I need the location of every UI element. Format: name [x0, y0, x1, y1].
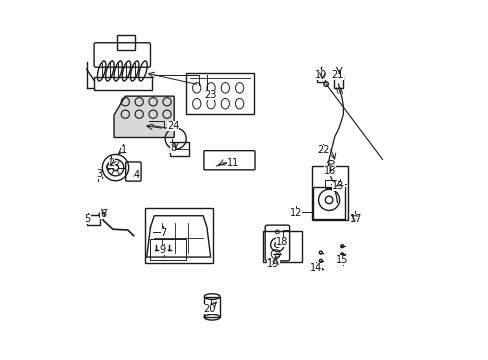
- Text: 6: 6: [100, 209, 106, 219]
- Text: 24: 24: [166, 121, 179, 131]
- Bar: [144, 208, 212, 263]
- Bar: [313, 187, 345, 219]
- Text: 23: 23: [204, 90, 216, 100]
- Text: 15: 15: [335, 255, 348, 265]
- Bar: [86, 215, 100, 225]
- Text: 10: 10: [314, 70, 326, 80]
- Text: 18: 18: [275, 237, 287, 247]
- Bar: [94, 77, 152, 90]
- Bar: [316, 75, 325, 82]
- Bar: [325, 180, 335, 188]
- Text: 19: 19: [267, 259, 279, 269]
- Text: 2: 2: [108, 158, 115, 168]
- Text: 22: 22: [317, 145, 329, 155]
- Text: 13: 13: [332, 181, 344, 191]
- Bar: [204, 297, 220, 317]
- Bar: [334, 75, 342, 88]
- Bar: [150, 239, 186, 260]
- Bar: [170, 143, 188, 156]
- Text: 21: 21: [330, 70, 343, 80]
- Bar: [263, 231, 301, 262]
- Text: 12: 12: [289, 208, 302, 218]
- Polygon shape: [114, 96, 174, 138]
- Text: 8: 8: [170, 143, 176, 153]
- Text: 9: 9: [160, 245, 165, 255]
- Text: 7: 7: [160, 228, 166, 238]
- Bar: [186, 73, 253, 114]
- Text: 3: 3: [96, 169, 102, 179]
- Text: 4: 4: [133, 170, 140, 180]
- Bar: [311, 166, 347, 220]
- Text: 14: 14: [309, 262, 322, 273]
- Text: 17: 17: [349, 214, 362, 224]
- Text: 16: 16: [323, 166, 335, 176]
- Text: 11: 11: [226, 158, 239, 168]
- Text: 5: 5: [84, 215, 91, 225]
- Bar: [117, 35, 135, 50]
- Text: 1: 1: [121, 145, 127, 155]
- Text: 20: 20: [203, 304, 215, 314]
